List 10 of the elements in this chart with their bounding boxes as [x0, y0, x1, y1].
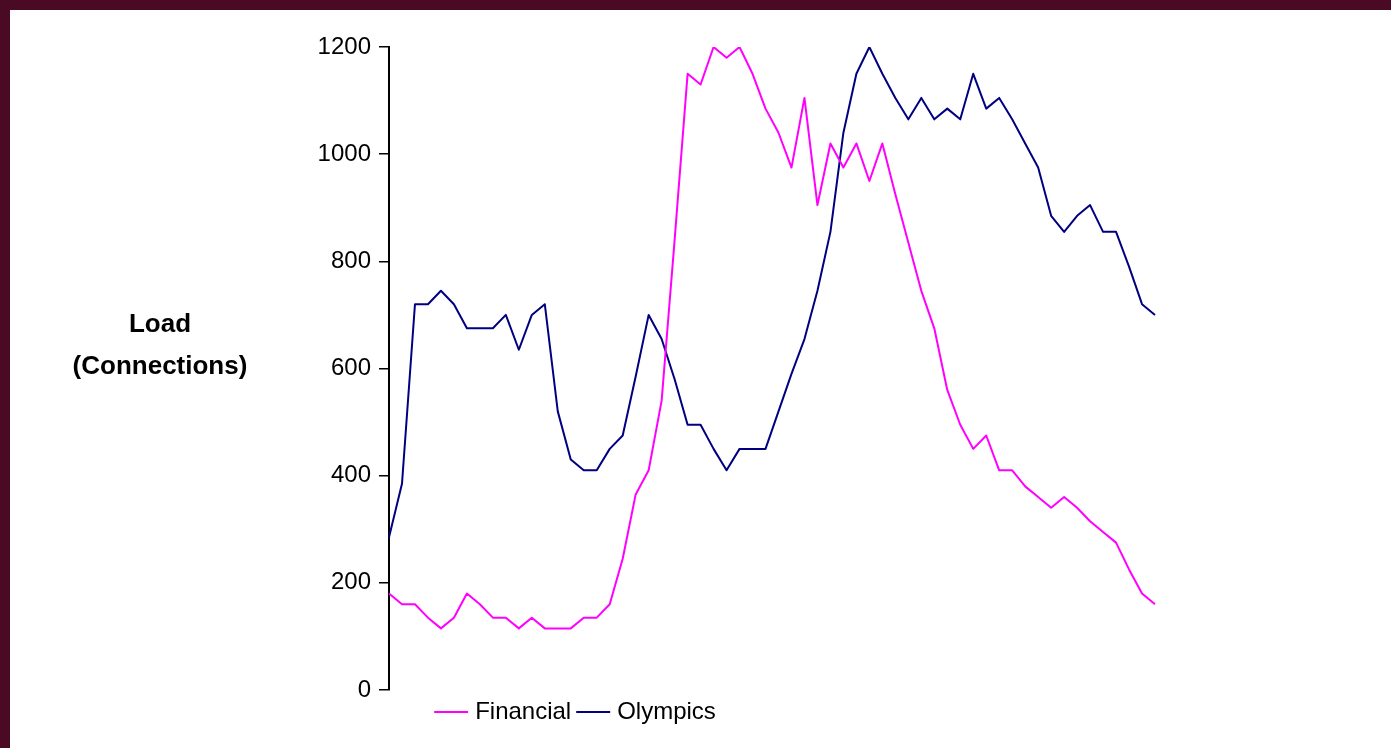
y-tick-label: 0	[357, 674, 371, 702]
legend-label: Olympics	[617, 696, 716, 724]
y-tick-label: 400	[330, 460, 371, 488]
y-tick-label: 1000	[317, 138, 371, 166]
y-axis-title: Load (Connections)	[71, 307, 249, 382]
y-tick-label: 1200	[317, 31, 371, 59]
legend-label: Financial	[475, 696, 572, 724]
y-tick-label: 800	[330, 245, 371, 273]
y-tick-label: 200	[330, 567, 371, 595]
y-tick-label: 600	[330, 353, 371, 381]
